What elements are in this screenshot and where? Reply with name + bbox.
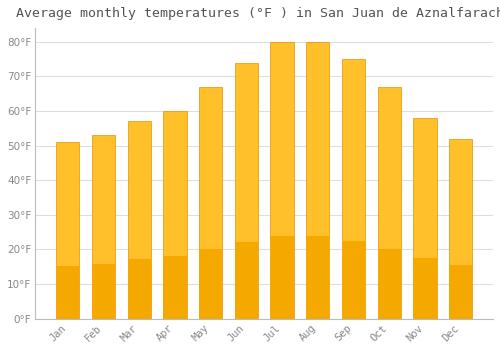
Bar — [414, 118, 436, 318]
Bar — [164, 111, 186, 318]
Bar — [92, 264, 115, 318]
Bar — [378, 87, 401, 318]
Bar — [234, 242, 258, 318]
Bar — [56, 266, 80, 318]
Bar — [234, 63, 258, 318]
Bar — [342, 59, 365, 318]
Bar — [306, 236, 330, 318]
Bar — [270, 236, 293, 318]
Bar — [270, 42, 293, 318]
Bar — [164, 256, 186, 318]
Bar — [414, 258, 436, 318]
Bar — [128, 259, 151, 319]
Bar — [199, 249, 222, 318]
Bar — [56, 142, 80, 318]
Bar — [128, 121, 151, 318]
Bar — [199, 87, 222, 318]
Bar — [306, 42, 330, 318]
Bar — [92, 135, 115, 318]
Bar — [449, 265, 472, 318]
Title: Average monthly temperatures (°F ) in San Juan de Aznalfarache: Average monthly temperatures (°F ) in Sa… — [16, 7, 500, 20]
Bar — [342, 241, 365, 318]
Bar — [378, 249, 401, 318]
Bar — [449, 139, 472, 318]
